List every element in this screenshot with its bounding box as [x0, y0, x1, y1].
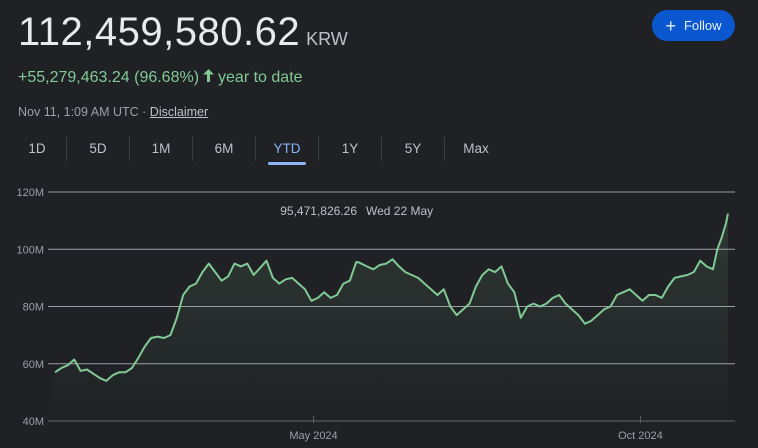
- tab-max[interactable]: Max: [463, 141, 489, 156]
- quote-meta: Nov 11, 1:09 AM UTC · Disclaimer: [18, 105, 208, 119]
- price-line: [54, 213, 729, 382]
- tab-1d[interactable]: 1D: [8, 137, 67, 161]
- tab-ytd[interactable]: YTD: [256, 137, 319, 161]
- y-tick-label: 80M: [23, 302, 44, 314]
- price-header: 112,459,580.62 KRW: [18, 10, 348, 55]
- y-tick-label: 40M: [23, 416, 44, 428]
- tab-1y[interactable]: 1Y: [319, 137, 382, 161]
- tab-1m[interactable]: 1M: [130, 137, 193, 161]
- x-tick-label: May 2024: [289, 430, 337, 442]
- tooltip-value: 95,471,826.26: [280, 204, 357, 218]
- disclaimer-link[interactable]: Disclaimer: [149, 105, 209, 119]
- current-price: 112,459,580.62: [18, 10, 301, 54]
- y-tick-label: 60M: [23, 359, 44, 371]
- price-change: +55,279,463.24 (96.68%) year to date: [18, 69, 303, 87]
- plus-icon: +: [665, 15, 676, 36]
- y-tick-label: 120M: [16, 187, 44, 199]
- follow-button[interactable]: + Follow: [652, 10, 735, 41]
- change-period: year to date: [218, 69, 303, 86]
- change-value: +55,279,463.24 (96.68%): [18, 69, 200, 86]
- meta-separator: ·: [142, 105, 147, 119]
- timestamp: Nov 11, 1:09 AM UTC: [18, 105, 139, 119]
- x-tick-label: Oct 2024: [618, 430, 663, 442]
- tooltip-date: Wed 22 May: [366, 204, 433, 218]
- range-tabs: 1D 5D 1M 6M YTD 1Y 5Y Max: [8, 136, 507, 162]
- tab-5y[interactable]: 5Y: [382, 137, 445, 161]
- tab-5d[interactable]: 5D: [67, 137, 130, 161]
- y-tick-label: 100M: [16, 244, 44, 256]
- currency-code: KRW: [306, 29, 348, 49]
- arrow-up-icon: [203, 69, 215, 87]
- price-area-fill: [55, 213, 728, 421]
- follow-button-label: Follow: [683, 18, 722, 33]
